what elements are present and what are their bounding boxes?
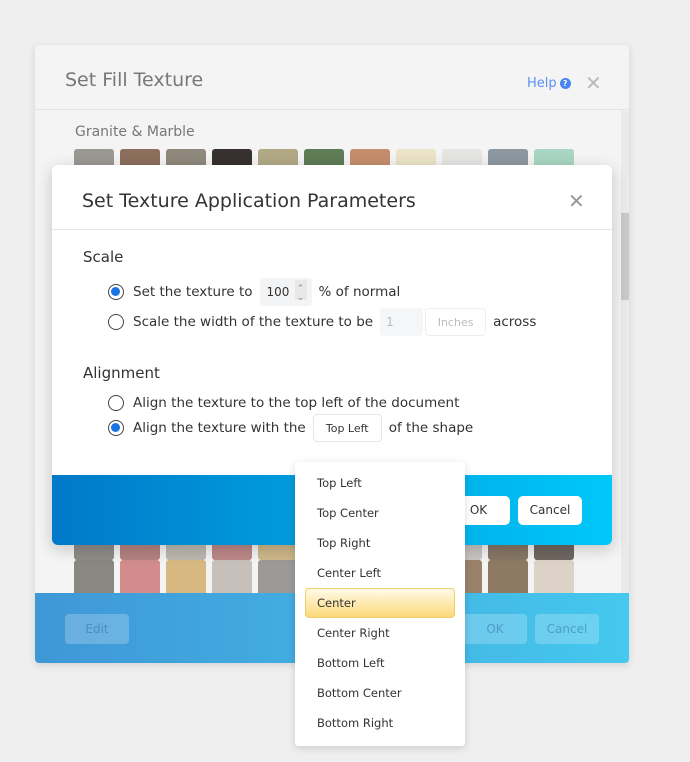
category-label: Granite & Marble (75, 124, 195, 140)
label: across (493, 314, 537, 330)
dropdown-option[interactable]: Top Right (317, 536, 371, 550)
label: of the shape (388, 420, 474, 436)
alignment-heading: Alignment (83, 364, 160, 382)
scrollbar[interactable] (621, 111, 629, 593)
dialog-title: Set Fill Texture (65, 69, 204, 91)
value: 100 (266, 285, 290, 299)
align-option-shape: Align the texture with the Top Left of t… (108, 414, 474, 442)
help-icon: ? (559, 78, 571, 89)
dialog-header: Set Fill Texture Help? ✕ (35, 45, 629, 110)
alignment-dropdown: Top Left Top Center Top Right Center Left Ce… (295, 462, 465, 746)
align-option-document: Align the texture to the top left of the… (108, 391, 459, 415)
dropdown-option[interactable]: Bottom Right (317, 716, 394, 730)
scale-heading: Scale (83, 248, 124, 266)
scale-percent-radio[interactable] (108, 284, 124, 300)
close-icon[interactable]: ✕ (585, 71, 602, 95)
label: % of normal (318, 284, 401, 300)
scale-option-width: Scale the width of the texture to be 1 I… (108, 308, 537, 336)
align-document-radio[interactable] (108, 395, 124, 411)
ok-button[interactable]: OK (463, 614, 527, 644)
dropdown-option[interactable]: Bottom Center (317, 686, 402, 700)
scale-percent-input[interactable]: 100 ⌃ ⌄ (259, 278, 312, 306)
cancel-button[interactable]: Cancel (518, 496, 582, 525)
dropdown-option[interactable]: Bottom Left (317, 656, 385, 670)
alignment-select[interactable]: Top Left (312, 414, 382, 442)
dropdown-option[interactable]: Center Right (317, 626, 390, 640)
cancel-button[interactable]: Cancel (535, 614, 599, 644)
spinner-icon[interactable]: ⌃ ⌄ (294, 280, 307, 303)
help-label: Help (527, 76, 557, 91)
help-link[interactable]: Help? (527, 76, 571, 91)
dialog-title: Set Texture Application Parameters (82, 190, 416, 212)
label: Scale the width of the texture to be (133, 314, 374, 330)
scrollbar-thumb[interactable] (621, 213, 629, 300)
align-shape-radio[interactable] (108, 420, 124, 436)
edit-button[interactable]: Edit (65, 614, 129, 644)
scale-width-radio[interactable] (108, 314, 124, 330)
divider (52, 229, 612, 230)
label: Set the texture to (133, 284, 253, 300)
dropdown-option[interactable]: Top Center (317, 506, 379, 520)
dropdown-option[interactable]: Center (305, 588, 455, 618)
unit-select[interactable]: Inches (425, 308, 487, 336)
dropdown-option[interactable]: Top Left (317, 476, 362, 490)
close-icon[interactable]: ✕ (568, 189, 585, 213)
dropdown-option[interactable]: Center Left (317, 566, 381, 580)
scale-option-percent: Set the texture to 100 ⌃ ⌄ % of normal (108, 278, 401, 306)
label: Align the texture with the (133, 420, 306, 436)
width-input[interactable]: 1 (380, 308, 424, 336)
label: Align the texture to the top left of the… (133, 395, 460, 411)
